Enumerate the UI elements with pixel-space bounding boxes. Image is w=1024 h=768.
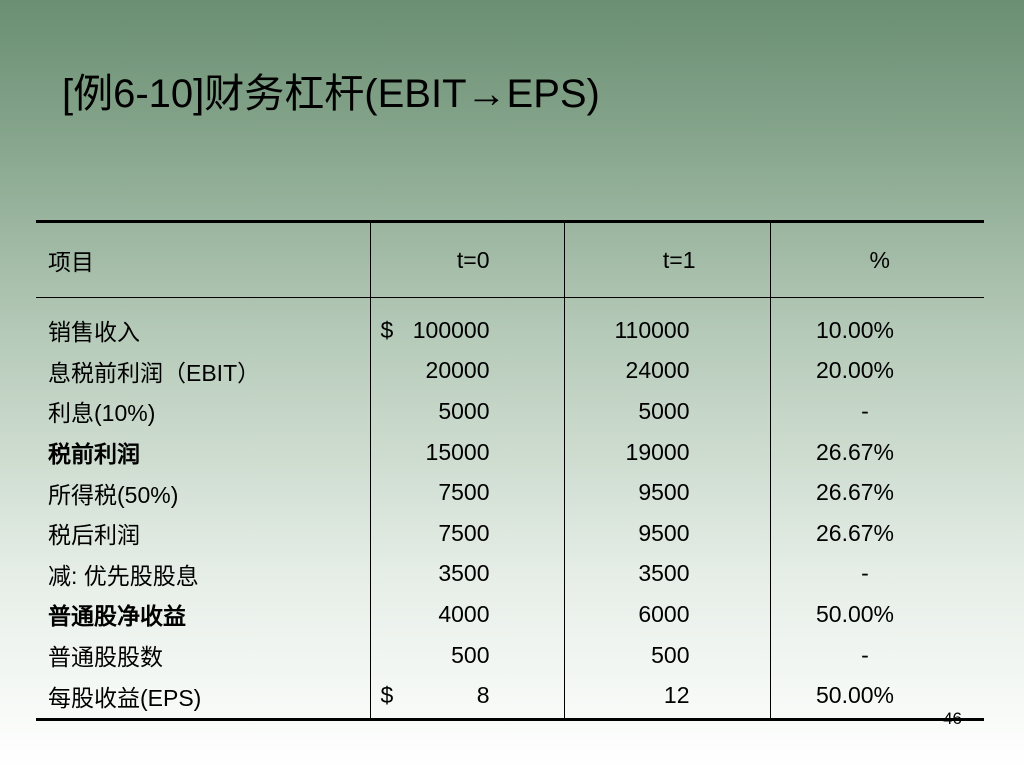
cell-percent: - xyxy=(769,391,984,432)
cell-t0-value: 3500 xyxy=(438,560,490,587)
cell-t0: 7500 xyxy=(369,472,564,513)
table-row: 利息(10%) 5000 5000 - xyxy=(36,391,984,432)
cell-t1: 9500 xyxy=(563,512,770,554)
header-row: 项目 t=0 t=1 % xyxy=(36,223,984,298)
cell-t0: 3500 xyxy=(369,553,564,595)
row-label: 税后利润 xyxy=(48,522,140,549)
row-label: 利息(10%) xyxy=(48,400,156,427)
cell-t0-value: 15000 xyxy=(425,438,490,465)
cell-t0: 4000 xyxy=(369,594,564,635)
cell-t1: 5000 xyxy=(563,391,770,432)
cell-percent: 50.00% xyxy=(769,675,984,718)
dash-value: - xyxy=(861,641,869,668)
cell-t1: 19000 xyxy=(563,431,770,473)
financial-leverage-table: 项目 t=0 t=1 % 销售收入 $100000 110000 10.00% … xyxy=(36,220,984,721)
table-row: 息税前利润（EBIT） 20000 24000 20.00% xyxy=(36,350,984,392)
header-t0: t=0 xyxy=(369,223,564,298)
cell-t0: $100000 xyxy=(369,297,564,351)
cell-t0-value: 5000 xyxy=(438,397,490,424)
row-label: 息税前利润（EBIT） xyxy=(48,359,261,386)
currency-prefix: $ xyxy=(380,316,394,343)
cell-t0-value: 500 xyxy=(451,641,490,668)
table-row: 普通股净收益 4000 6000 50.00% xyxy=(36,594,984,635)
row-label: 减: 优先股股息 xyxy=(48,562,199,589)
cell-t0-value: 7500 xyxy=(438,519,490,546)
cell-t1: 3500 xyxy=(563,553,770,595)
cell-t0: 500 xyxy=(369,634,564,676)
table-body: 销售收入 $100000 110000 10.00% 息税前利润（EBIT） 2… xyxy=(36,297,984,718)
cell-percent: 26.67% xyxy=(769,431,984,473)
header-item: 项目 xyxy=(36,223,370,298)
table-row: 减: 优先股股息 3500 3500 - xyxy=(36,553,984,595)
cell-t0: 20000 xyxy=(369,350,564,392)
cell-t0-value: 20000 xyxy=(425,357,490,384)
dash-value: - xyxy=(861,397,869,424)
cell-t1: 6000 xyxy=(563,594,770,635)
table-row: 税后利润 7500 9500 26.67% xyxy=(36,512,984,554)
cell-t0: 7500 xyxy=(369,512,564,554)
cell-t1: 110000 xyxy=(563,297,770,351)
page-number: 46 xyxy=(943,709,962,728)
cell-percent: 20.00% xyxy=(769,350,984,392)
table-row: 普通股股数 500 500 - xyxy=(36,634,984,676)
cell-percent: - xyxy=(769,553,984,595)
row-label: 每股收益(EPS) xyxy=(48,684,202,711)
row-label: 所得税(50%) xyxy=(48,481,179,508)
row-label: 普通股净收益 xyxy=(48,603,186,630)
cell-percent: 26.67% xyxy=(769,472,984,513)
cell-t1: 24000 xyxy=(563,350,770,392)
cell-t1: 500 xyxy=(563,634,770,676)
row-label: 普通股股数 xyxy=(48,644,163,671)
cell-t0-value: 8 xyxy=(476,682,490,709)
table-row: 所得税(50%) 7500 9500 26.67% xyxy=(36,472,984,513)
slide-title: [例6-10]财务杠杆(EBIT→EPS) xyxy=(62,72,600,116)
cell-t0: 15000 xyxy=(369,431,564,473)
currency-prefix: $ xyxy=(380,682,394,709)
table-row: 每股收益(EPS) $8 12 50.00% xyxy=(36,675,984,718)
cell-t0-value: 7500 xyxy=(438,479,490,506)
data-table: 项目 t=0 t=1 % 销售收入 $100000 110000 10.00% … xyxy=(36,223,984,718)
table-header: 项目 t=0 t=1 % xyxy=(36,223,984,298)
cell-t0-value: 100000 xyxy=(412,316,490,343)
cell-t0: 5000 xyxy=(369,391,564,432)
cell-t0-value: 4000 xyxy=(438,600,490,627)
cell-percent: 50.00% xyxy=(769,594,984,635)
cell-percent: - xyxy=(769,634,984,676)
cell-t0: $8 xyxy=(369,675,564,718)
cell-t1: 9500 xyxy=(563,472,770,513)
row-label: 销售收入 xyxy=(48,319,140,346)
cell-t1: 12 xyxy=(563,675,770,718)
header-t1: t=1 xyxy=(563,223,770,298)
dash-value: - xyxy=(861,560,869,587)
header-percent: % xyxy=(769,223,984,298)
row-label: 税前利润 xyxy=(48,441,140,468)
cell-percent: 10.00% xyxy=(769,297,984,351)
cell-percent: 26.67% xyxy=(769,512,984,554)
table-row: 销售收入 $100000 110000 10.00% xyxy=(36,297,984,351)
table-row: 税前利润 15000 19000 26.67% xyxy=(36,431,984,473)
